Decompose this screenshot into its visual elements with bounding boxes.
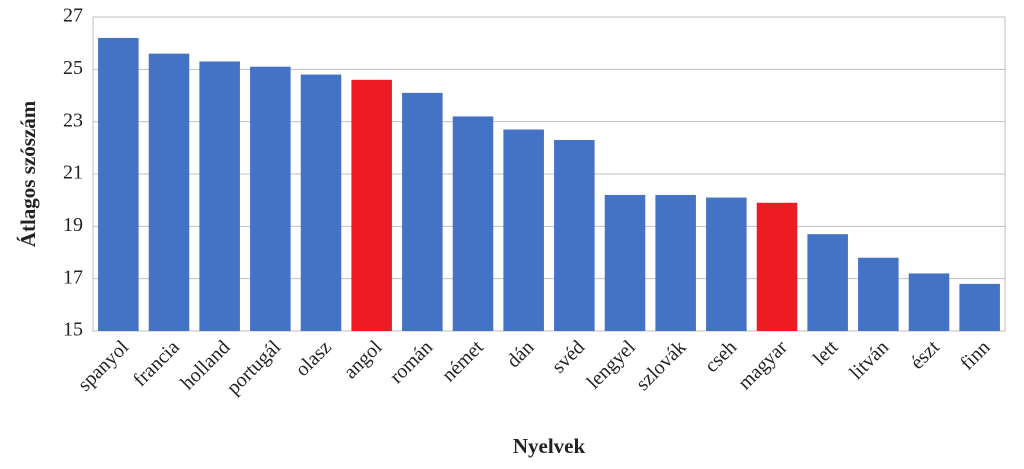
x-axis-title: Nyelvek — [513, 434, 586, 458]
y-tick-label: 19 — [63, 214, 83, 236]
bar — [452, 116, 494, 331]
x-tick-label: német — [438, 336, 488, 386]
bar — [402, 92, 443, 331]
x-tick-label: francia — [129, 336, 184, 391]
bar — [148, 53, 190, 332]
y-tick-label: 21 — [63, 162, 83, 184]
bar — [351, 79, 392, 331]
x-tick-label: olasz — [291, 336, 336, 381]
bar — [858, 257, 899, 331]
x-tick-label: észt — [906, 336, 944, 374]
x-tick-label: cseh — [700, 336, 741, 377]
y-tick-label: 17 — [63, 266, 83, 288]
x-tick-label: lengyel — [583, 336, 640, 393]
x-tick-label: magyar — [734, 336, 792, 394]
x-tick-label: spanyol — [74, 336, 134, 396]
bar — [503, 129, 544, 331]
bar — [706, 197, 747, 331]
bar — [98, 37, 139, 331]
bar — [554, 139, 595, 331]
bar — [807, 234, 848, 331]
x-tick-label: finn — [956, 336, 994, 374]
y-tick-label: 25 — [63, 57, 83, 79]
bar — [655, 194, 696, 331]
bar — [250, 66, 291, 331]
y-axis-title: Átlagos szószám — [16, 100, 40, 247]
bar — [959, 283, 1000, 331]
bar — [300, 74, 342, 332]
y-tick-label: 27 — [63, 5, 83, 27]
x-tick-label: portugál — [222, 336, 285, 399]
x-tick-label: szlovák — [632, 336, 691, 395]
x-tick-label: angol — [339, 336, 386, 383]
x-tick-label: dán — [502, 336, 538, 372]
bar — [756, 202, 798, 331]
x-tick-label: román — [385, 336, 437, 388]
bar — [199, 61, 240, 331]
y-tick-label: 23 — [63, 109, 83, 131]
x-tick-label: svéd — [548, 336, 589, 377]
bar — [604, 194, 646, 331]
x-tick-label: lett — [809, 336, 843, 370]
x-tick-label: litván — [845, 336, 893, 384]
bar — [908, 273, 950, 331]
y-tick-label: 15 — [63, 319, 83, 341]
